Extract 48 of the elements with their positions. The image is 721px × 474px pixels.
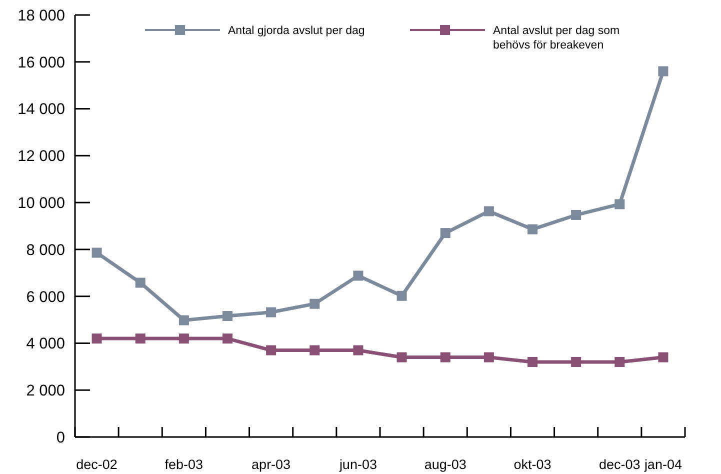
y-tick-label: 4 000 [26,336,66,353]
point [571,210,582,220]
y-tick-label: 6 000 [26,288,66,306]
point [484,352,494,362]
y-tick-label: 14 000 [18,101,66,118]
point [92,248,102,258]
x-tick-label: apr-03 [252,457,291,472]
point [222,311,232,322]
x-tick-label: jan-04 [643,457,682,472]
y-tick-label: 16 000 [18,54,66,72]
y-tick-label: 12 000 [18,148,66,166]
x-tick-label: aug-03 [424,457,466,472]
x-tick-label: feb-03 [164,457,204,472]
y-tick-label: 2 000 [26,382,66,400]
x-tick-label: dec-03 [599,457,640,472]
point [178,334,189,344]
legend-label: Antal avslut per dag som behövs för breakeven [493,25,620,52]
point [353,345,364,356]
point [614,356,625,367]
point [528,224,538,234]
y-tick-label: 0 [56,429,66,446]
point [440,228,450,238]
point [396,290,407,301]
legend-label: Antal gjorda avslut per dag [228,25,365,38]
point [266,345,276,356]
point [178,315,189,326]
point [135,334,146,344]
x-tick-label: dec-02 [76,457,118,472]
x-tick-label: okt-03 [514,457,552,472]
point [396,352,407,362]
point [310,345,320,356]
y-tick-label: 18 000 [18,7,66,24]
point [135,278,146,288]
point [484,206,494,216]
point [92,334,102,344]
point [571,356,582,367]
point [222,334,232,344]
point [658,66,668,76]
point [310,298,320,309]
point [353,270,364,281]
point [266,307,276,318]
point [528,356,538,367]
y-tick-label: 8 000 [26,242,66,259]
point [614,199,625,210]
x-tick-label: jun-03 [338,457,377,472]
y-tick-label: 10 000 [18,194,66,212]
point [658,352,668,362]
point [440,352,450,362]
